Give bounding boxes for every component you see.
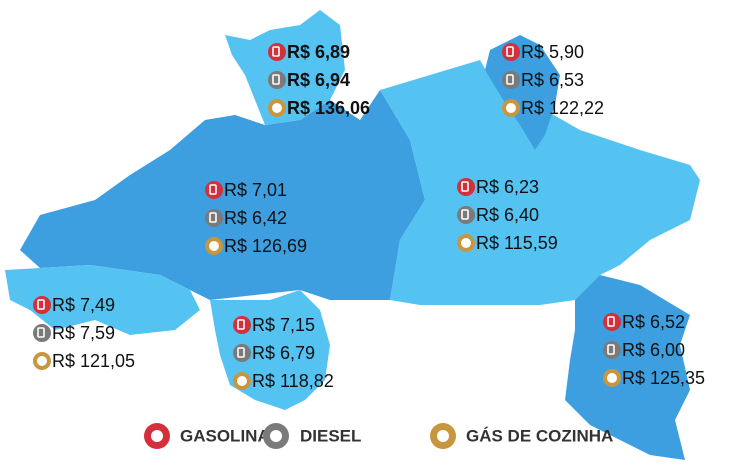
fuel-icon bbox=[33, 296, 51, 314]
fuel-icon bbox=[457, 178, 475, 196]
price: R$ 7,49 bbox=[52, 295, 115, 315]
fuel-icon-inner bbox=[607, 373, 617, 383]
fuel-icon-inner bbox=[237, 319, 245, 330]
price: R$ 6,79 bbox=[252, 343, 315, 363]
fuel-icon-inner bbox=[209, 184, 217, 195]
price: R$ 6,53 bbox=[521, 70, 584, 90]
fuel-icon-inner bbox=[237, 347, 245, 358]
price: R$ 6,89 bbox=[287, 42, 350, 62]
fuel-icon-inner bbox=[272, 103, 282, 113]
map-shapes bbox=[5, 10, 700, 460]
price: R$ 136,06 bbox=[287, 98, 370, 118]
fuel-icon-inner bbox=[461, 181, 469, 192]
fuel-icon-inner bbox=[272, 74, 280, 85]
price: R$ 126,69 bbox=[224, 236, 307, 256]
legend-icon-inner bbox=[270, 430, 282, 442]
price-labels: R$ 6,89 R$ 6,94 R$ 136,06 R$ 5,90 R$ 6,53 R$ … bbox=[33, 42, 705, 391]
roraima bbox=[225, 10, 345, 125]
legend-item: GÁS DE COZINHA bbox=[430, 423, 613, 449]
amapa bbox=[485, 35, 560, 150]
fuel-icon bbox=[205, 209, 223, 227]
fuel-icon-inner bbox=[607, 316, 615, 327]
fuel-icon bbox=[603, 341, 621, 359]
amazonas bbox=[20, 90, 425, 300]
fuel-icon-inner bbox=[272, 46, 280, 57]
fuel-icon-inner bbox=[506, 46, 514, 57]
legend-item: GASOLINA bbox=[144, 423, 270, 449]
fuel-icon bbox=[205, 181, 223, 199]
price: R$ 6,52 bbox=[622, 312, 685, 332]
legend-item: DIESEL bbox=[263, 423, 361, 449]
fuel-icon bbox=[33, 324, 51, 342]
fuel-icon bbox=[502, 71, 520, 89]
fuel-icon-inner bbox=[506, 103, 516, 113]
price: R$ 7,15 bbox=[252, 315, 315, 335]
price: R$ 6,23 bbox=[476, 177, 539, 197]
fuel-icon-inner bbox=[237, 376, 247, 386]
price: R$ 125,35 bbox=[622, 368, 705, 388]
acre bbox=[5, 265, 200, 335]
price: R$ 121,05 bbox=[52, 351, 135, 371]
legend-icon-inner bbox=[437, 430, 449, 442]
fuel-icon bbox=[457, 206, 475, 224]
fuel-icon bbox=[268, 43, 286, 61]
legend-icon-inner bbox=[151, 430, 163, 442]
price: R$ 7,01 bbox=[224, 180, 287, 200]
price: R$ 6,42 bbox=[224, 208, 287, 228]
legend-label: DIESEL bbox=[300, 426, 361, 445]
fuel-icon bbox=[502, 43, 520, 61]
fuel-icon bbox=[603, 313, 621, 331]
fuel-icon-inner bbox=[209, 212, 217, 223]
fuel-icon bbox=[233, 316, 251, 334]
price: R$ 6,00 bbox=[622, 340, 685, 360]
price: R$ 7,59 bbox=[52, 323, 115, 343]
fuel-icon-inner bbox=[37, 327, 45, 338]
legend-label: GASOLINA bbox=[180, 426, 270, 445]
fuel-icon-inner bbox=[607, 344, 615, 355]
price: R$ 118,82 bbox=[252, 371, 334, 391]
price: R$ 5,90 bbox=[521, 42, 584, 62]
fuel-icon bbox=[233, 344, 251, 362]
price: R$ 6,40 bbox=[476, 205, 539, 225]
fuel-icon bbox=[268, 71, 286, 89]
tocantins bbox=[565, 275, 690, 460]
legend-label: GÁS DE COZINHA bbox=[466, 426, 613, 445]
price: R$ 6,94 bbox=[287, 70, 350, 90]
fuel-icon-inner bbox=[461, 209, 469, 220]
fuel-icon-inner bbox=[37, 356, 47, 366]
legend: GASOLINA DIESEL GÁS DE COZINHA bbox=[144, 423, 613, 449]
fuel-icon-inner bbox=[506, 74, 514, 85]
price: R$ 122,22 bbox=[521, 98, 604, 118]
fuel-icon-inner bbox=[209, 241, 219, 251]
price: R$ 115,59 bbox=[476, 233, 558, 253]
fuel-icon-inner bbox=[461, 238, 471, 248]
fuel-icon-inner bbox=[37, 299, 45, 310]
